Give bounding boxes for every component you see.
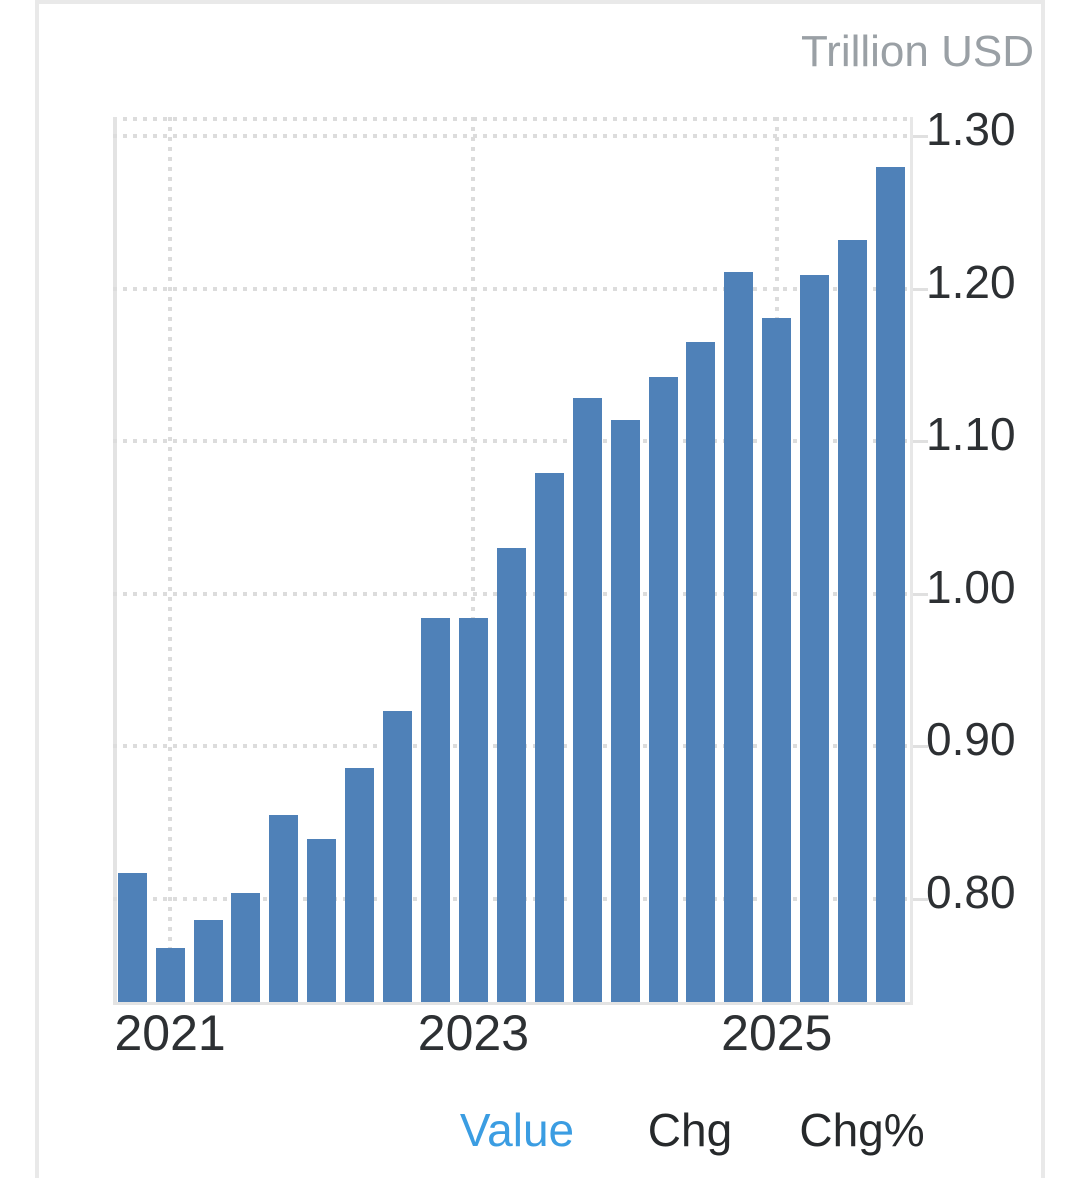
y-axis-left-line: [113, 117, 117, 1005]
bar-2025-Q3[interactable]: [838, 239, 868, 1002]
bar-2021-Q1[interactable]: [155, 947, 185, 1002]
bar-2025-Q1[interactable]: [762, 317, 792, 1002]
y-tick-mark: [913, 440, 928, 444]
y-tick-label-1.00: 1.00: [926, 560, 1016, 613]
bar-2021-Q3[interactable]: [231, 892, 261, 1002]
bar-2022-Q3[interactable]: [383, 711, 413, 1002]
y-tick-label-0.90: 0.90: [926, 713, 1016, 766]
bar-2025-Q2[interactable]: [800, 274, 830, 1002]
bar-2023-Q4[interactable]: [572, 398, 602, 1002]
bar-2021-Q2[interactable]: [193, 920, 223, 1002]
y-tick-mark: [913, 592, 928, 596]
y-tick-mark: [913, 745, 928, 749]
y-tick-mark: [913, 135, 928, 138]
bar-2023-Q2[interactable]: [496, 548, 526, 1002]
plot-area: [113, 117, 913, 1005]
bar-2021-Q4[interactable]: [269, 815, 299, 1002]
x-tick-label-2025: 2025: [721, 1005, 833, 1061]
y-tick-mark: [913, 898, 928, 901]
tab-chg-pct[interactable]: Chg%: [799, 1104, 925, 1156]
bar-2025-Q4[interactable]: [876, 166, 905, 1002]
x-axis-line: [113, 1002, 913, 1005]
y-tick-label-1.30: 1.30: [926, 103, 1016, 155]
y-tick-label-1.10: 1.10: [926, 408, 1016, 461]
tab-chg[interactable]: Chg: [647, 1104, 733, 1156]
bar-2024-Q2[interactable]: [648, 377, 678, 1002]
h-gridline-1.20: [113, 286, 913, 291]
y-tick-label-1.20: 1.20: [926, 255, 1016, 308]
v-gridline-2021: [168, 117, 173, 1005]
y-tick-mark: [913, 287, 928, 291]
bar-2023-Q1[interactable]: [458, 618, 488, 1002]
unit-label: Trillion USD: [800, 27, 1034, 76]
h-gridline-1.30: [113, 134, 913, 138]
bar-2022-Q2[interactable]: [345, 767, 375, 1002]
bar-2024-Q1[interactable]: [610, 419, 640, 1002]
bar-2024-Q3[interactable]: [686, 342, 716, 1002]
y-tick-label-0.80: 0.80: [926, 866, 1016, 918]
bar-2022-Q1[interactable]: [307, 839, 337, 1002]
plot-top-border: [113, 117, 913, 121]
x-tick-label-2023: 2023: [417, 1005, 530, 1061]
tab-value[interactable]: Value: [459, 1104, 575, 1156]
y-axis-right-line: [910, 117, 913, 1005]
h-gridline-1.10: [113, 439, 913, 444]
series-tabs: Value Chg Chg%: [0, 1100, 1065, 1160]
v-gridline-2023: [471, 117, 476, 1005]
bar-2024-Q4[interactable]: [724, 271, 754, 1002]
bar-2020-Q4[interactable]: [117, 873, 147, 1002]
bar-2023-Q3[interactable]: [534, 473, 564, 1002]
bar-2022-Q4[interactable]: [421, 618, 451, 1002]
x-tick-label-2021: 2021: [114, 1005, 226, 1061]
